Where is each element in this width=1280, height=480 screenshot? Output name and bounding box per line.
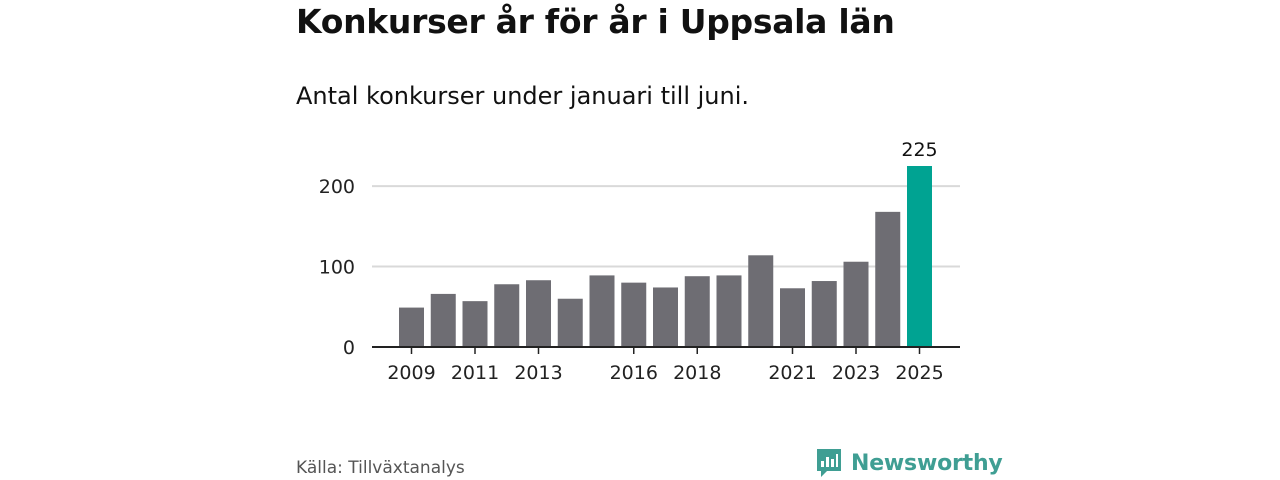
axes <box>372 346 960 354</box>
bar-2018 <box>684 276 710 347</box>
y-tick-label: 200 <box>319 176 355 198</box>
chart-subtitle: Antal konkurser under januari till juni. <box>296 82 749 110</box>
y-tick-label: 100 <box>319 257 355 279</box>
bar-2017 <box>653 287 678 347</box>
x-tick-label: 2013 <box>514 362 562 384</box>
chart-title: Konkurser år för år i Uppsala län <box>296 2 895 41</box>
bars <box>399 166 932 347</box>
bar-2024 <box>875 211 901 347</box>
x-tick-label: 2009 <box>387 362 435 384</box>
x-tick-label: 2023 <box>832 362 880 384</box>
x-tick-label: 2025 <box>895 362 943 384</box>
bar-2023 <box>843 261 869 347</box>
bar-chart: 0 100 200 2009 2011 2013 2016 2018 2021 2023 2025 2… <box>319 139 960 384</box>
grid-lines <box>372 185 960 268</box>
x-tick-label: 2018 <box>673 362 721 384</box>
bar-2020 <box>748 255 774 347</box>
labels: 0 100 200 2009 2011 2013 2016 2018 2021 2023 2025 2… <box>319 139 944 384</box>
newsworthy-logo-icon <box>817 449 841 477</box>
bar-2011 <box>462 301 488 347</box>
bar-2015 <box>589 275 615 347</box>
source-note: Källa: Tillväxtanalys <box>296 458 465 478</box>
bar-2010 <box>430 293 456 347</box>
brand-name: Newsworthy <box>851 450 1003 476</box>
bar-2022 <box>811 281 837 347</box>
bar-2025 <box>907 166 932 347</box>
x-tick-label: 2016 <box>610 362 658 384</box>
x-tick-label: 2011 <box>451 362 499 384</box>
x-tick-label: 2021 <box>768 362 816 384</box>
bar-2019 <box>716 275 742 347</box>
bar-2013 <box>526 280 551 347</box>
bar-2021 <box>780 288 805 347</box>
brand-logo[interactable]: Newsworthy <box>815 446 1003 480</box>
bar-2014 <box>557 298 583 347</box>
y-tick-label: 0 <box>343 337 355 359</box>
bar-2016 <box>621 282 647 347</box>
bar-2012 <box>494 284 520 347</box>
bar-2009 <box>399 307 424 347</box>
data-label: 225 <box>901 139 937 161</box>
